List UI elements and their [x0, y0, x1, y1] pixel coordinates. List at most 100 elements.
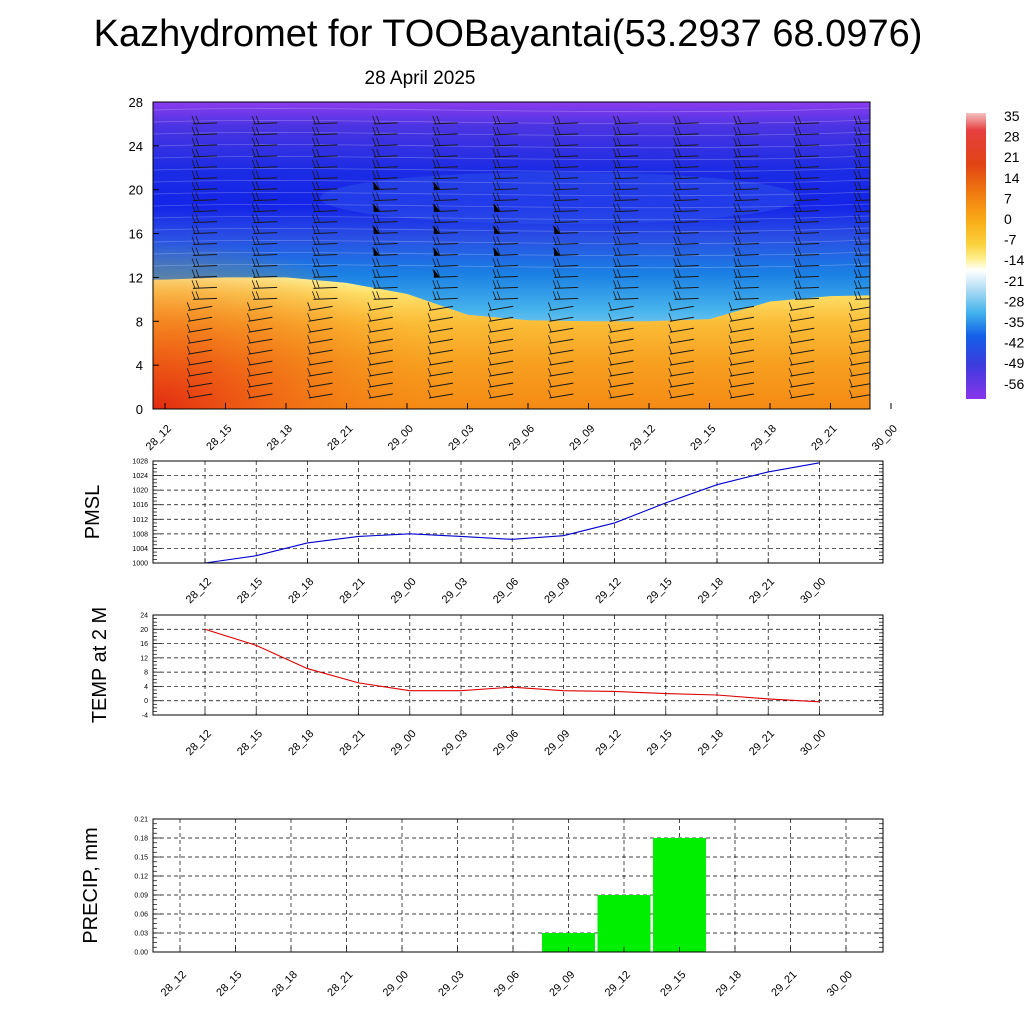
wind-barb — [674, 254, 699, 256]
wind-barb-tick — [673, 225, 677, 234]
wind-barb — [729, 316, 755, 322]
wind-barb-tick — [496, 192, 501, 201]
wind-flag — [373, 181, 380, 190]
x-tick-label: 29_09 — [542, 576, 572, 606]
wind-barb — [850, 383, 870, 388]
wind-barb-tick — [247, 346, 251, 355]
x-tick-label: 29_00 — [389, 576, 419, 606]
wind-barb-tick — [793, 247, 798, 256]
wind-barb — [674, 297, 699, 300]
wind-barb-tick — [668, 378, 673, 388]
wind-barb-tick — [492, 291, 497, 300]
wind-barb-tick — [853, 126, 858, 136]
wind-barb — [428, 338, 454, 344]
wind-barb-tick — [432, 159, 437, 168]
wind-barb — [192, 199, 218, 202]
wind-barb-tick — [677, 236, 681, 245]
wind-barb-tick — [556, 236, 561, 245]
wind-barb — [373, 155, 398, 158]
wind-barb — [248, 371, 273, 377]
wind-barb-tick — [312, 236, 316, 245]
wind-barb — [433, 177, 458, 180]
wind-flag — [494, 247, 500, 256]
wind-barb — [855, 199, 870, 202]
wind-barb-tick — [608, 335, 612, 344]
wind-barb — [188, 360, 213, 366]
wind-barb — [253, 221, 278, 224]
wind-barb — [729, 393, 755, 399]
heatmap-y-tick-label: 4 — [136, 358, 143, 373]
wind-barb-tick — [797, 269, 802, 278]
wind-barb-tick — [195, 247, 200, 256]
wind-barb-tick — [312, 291, 316, 300]
wind-barb — [729, 371, 755, 377]
wind-barb-tick — [255, 269, 260, 278]
y-tick-label: 0.06 — [134, 912, 148, 919]
y-tick-label: 0.21 — [134, 817, 148, 824]
wind-barb — [313, 232, 338, 235]
wind-barb-tick — [186, 346, 191, 355]
wind-barb-tick — [247, 324, 251, 333]
wind-barb — [614, 286, 639, 289]
isotherm-line — [153, 203, 870, 209]
wind-barb — [674, 199, 699, 202]
wind-barb-tick — [733, 280, 738, 289]
wind-barb-tick — [849, 378, 853, 388]
wind-barb-tick — [487, 335, 492, 344]
x-tick-label: 28_12 — [184, 728, 214, 758]
wind-barb-tick — [376, 214, 380, 223]
wind-barb-tick — [195, 203, 200, 212]
wind-barb-tick — [849, 324, 853, 333]
wind-barb — [248, 338, 273, 344]
wind-barb — [614, 144, 639, 147]
heatmap-x-tick-label: 29_00 — [386, 423, 416, 453]
wind-barb-tick — [307, 389, 311, 399]
wind-barb — [489, 338, 514, 344]
wind-barb — [308, 305, 333, 311]
x-tick-label: 29_09 — [547, 969, 577, 999]
wind-barb — [790, 316, 815, 322]
wind-barb — [850, 372, 870, 377]
wind-barb — [313, 254, 338, 256]
x-tick-label: 29_03 — [440, 728, 470, 758]
wind-barb-tick — [617, 137, 621, 146]
wind-barb — [614, 133, 639, 136]
wind-barb-tick — [316, 247, 320, 256]
wind-barb — [248, 349, 273, 355]
wind-barb-tick — [797, 247, 802, 256]
wind-barb — [734, 166, 759, 169]
wind-barb — [850, 361, 870, 366]
wind-barb — [609, 371, 634, 377]
wind-barb — [850, 350, 870, 355]
wind-barb — [248, 305, 273, 311]
wind-flag — [554, 247, 561, 256]
wind-barb — [493, 155, 519, 158]
wind-barb-tick — [737, 236, 742, 245]
isotherm-line — [153, 191, 870, 197]
wind-barb-tick — [496, 137, 501, 146]
wind-barb — [734, 210, 759, 213]
wind-barb — [313, 210, 338, 213]
isotherm-line — [153, 215, 870, 221]
wind-barb-tick — [191, 269, 196, 278]
x-tick-label: 28_21 — [325, 969, 355, 999]
wind-barb — [373, 264, 398, 267]
wind-barb-tick — [673, 126, 677, 136]
wind-barb-tick — [853, 247, 858, 256]
wind-barb-tick — [372, 214, 376, 223]
wind-barb-tick — [677, 269, 681, 278]
wind-barb-tick — [608, 378, 612, 388]
wind-barb-tick — [849, 389, 853, 399]
wind-barb — [790, 382, 815, 388]
wind-barb-tick — [432, 170, 437, 179]
wind-barb-tick — [608, 357, 612, 366]
wind-barb — [794, 286, 820, 289]
wind-barb-tick — [372, 126, 376, 136]
wind-barb — [554, 210, 579, 213]
y-tick-label: 1000 — [132, 561, 148, 568]
wind-barb-tick — [853, 280, 858, 289]
wind-barb-tick — [788, 378, 793, 388]
wind-barb-tick — [548, 335, 552, 344]
wind-barb — [253, 144, 278, 147]
wind-barb-tick — [857, 291, 862, 300]
